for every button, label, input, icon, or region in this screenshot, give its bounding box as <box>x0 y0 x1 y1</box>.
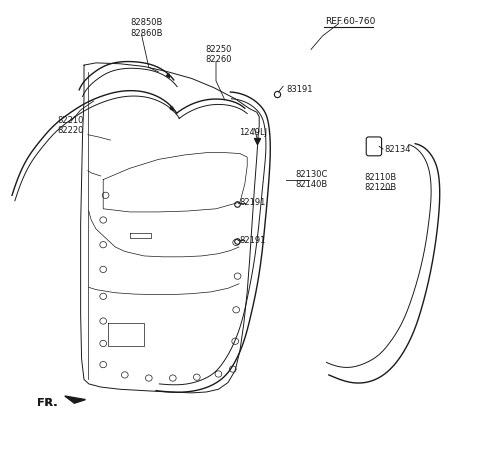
Text: FR.: FR. <box>37 398 58 408</box>
Text: 82850B
82860B: 82850B 82860B <box>130 18 163 38</box>
Text: 82110B
82120B: 82110B 82120B <box>364 172 397 192</box>
Text: 82250
82260: 82250 82260 <box>205 45 232 65</box>
Text: 82191: 82191 <box>240 198 266 207</box>
Text: REF.60-760: REF.60-760 <box>325 17 375 26</box>
Text: 83191: 83191 <box>286 85 312 94</box>
FancyBboxPatch shape <box>366 137 382 156</box>
Text: 82210
82220: 82210 82220 <box>58 116 84 136</box>
Polygon shape <box>65 396 85 403</box>
Text: 82191: 82191 <box>240 236 266 245</box>
Text: FR.: FR. <box>37 398 58 408</box>
Text: 82130C
82140B: 82130C 82140B <box>296 170 328 189</box>
Text: 1249LJ: 1249LJ <box>239 128 267 137</box>
Text: 82134: 82134 <box>384 145 410 154</box>
